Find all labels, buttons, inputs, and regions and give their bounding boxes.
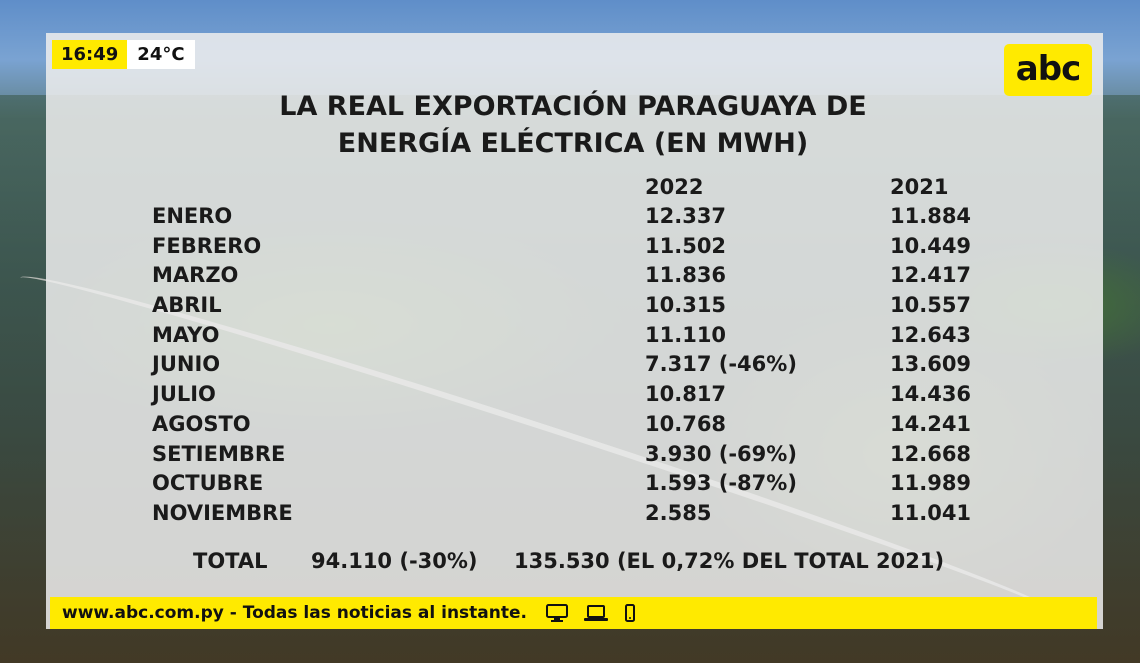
table-row: JULIO 10.817 14.436 xyxy=(0,380,1140,410)
month-label: JULIO xyxy=(152,382,216,407)
value-2022: 11.110 xyxy=(645,322,727,347)
temperature-readout: 24°C xyxy=(127,40,195,69)
value-2021: 12.668 xyxy=(890,441,972,466)
table-row: MARZO 11.836 12.417 xyxy=(0,261,1140,291)
column-header-2021: 2021 xyxy=(890,175,949,199)
month-label: ABRIL xyxy=(152,293,222,318)
table-row: OCTUBRE 1.593 (-87%) 11.989 xyxy=(0,469,1140,499)
value-2022: 1.593 (-87%) xyxy=(645,471,797,496)
content-overlay-panel xyxy=(46,33,1103,629)
total-2022: 94.110 (-30%) xyxy=(311,549,478,573)
monitor-icon xyxy=(545,603,569,623)
data-table: ENERO 12.337 11.884 FEBRERO 11.502 10.449 MARZ… xyxy=(0,202,1140,529)
month-label: OCTUBRE xyxy=(152,471,264,496)
chart-title-line-1: LA REAL EXPORTACIÓN PARAGUAYA DE xyxy=(279,91,867,122)
abc-logo: abc xyxy=(1004,44,1092,96)
value-2021: 14.436 xyxy=(890,382,972,407)
month-label: MAYO xyxy=(152,322,220,347)
value-2021: 12.643 xyxy=(890,322,972,347)
table-row: ABRIL 10.315 10.557 xyxy=(0,291,1140,321)
value-2021: 10.557 xyxy=(890,293,972,318)
value-2022: 2.585 xyxy=(645,500,712,525)
value-2021: 11.989 xyxy=(890,471,972,496)
value-2021: 14.241 xyxy=(890,411,972,436)
value-2022: 10.315 xyxy=(645,293,727,318)
table-row: AGOSTO 10.768 14.241 xyxy=(0,410,1140,440)
ticker-text: www.abc.com.py - Todas las noticias al i… xyxy=(62,603,527,623)
laptop-icon xyxy=(583,603,609,623)
phone-icon xyxy=(623,603,637,623)
news-ticker: www.abc.com.py - Todas las noticias al i… xyxy=(50,597,1097,629)
value-2021: 13.609 xyxy=(890,352,972,377)
clock-time: 16:49 xyxy=(52,40,128,69)
value-2022: 11.502 xyxy=(645,233,727,258)
table-row: NOVIEMBRE 2.585 11.041 xyxy=(0,499,1140,529)
status-bar: 16:49 24°C xyxy=(52,40,195,69)
month-label: FEBRERO xyxy=(152,233,262,258)
table-row: MAYO 11.110 12.643 xyxy=(0,321,1140,351)
value-2022: 12.337 xyxy=(645,204,727,228)
value-2021: 11.041 xyxy=(890,500,972,525)
value-2022: 11.836 xyxy=(645,263,727,288)
value-2022: 7.317 (-46%) xyxy=(645,352,797,377)
value-2021: 10.449 xyxy=(890,233,972,258)
month-label: JUNIO xyxy=(152,352,221,377)
table-row: FEBRERO 11.502 10.449 xyxy=(0,232,1140,262)
value-2021: 11.884 xyxy=(890,204,972,228)
value-2022: 3.930 (-69%) xyxy=(645,441,797,466)
month-label: NOVIEMBRE xyxy=(152,500,293,525)
table-row: JUNIO 7.317 (-46%) 13.609 xyxy=(0,350,1140,380)
month-label: ENERO xyxy=(152,204,233,228)
value-2021: 12.417 xyxy=(890,263,972,288)
month-label: AGOSTO xyxy=(152,411,251,436)
month-label: SETIEMBRE xyxy=(152,441,286,466)
month-label: MARZO xyxy=(152,263,239,288)
table-row: ENERO 12.337 11.884 xyxy=(0,202,1140,232)
total-label: TOTAL xyxy=(193,549,268,573)
column-header-2022: 2022 xyxy=(645,175,704,199)
table-row: SETIEMBRE 3.930 (-69%) 12.668 xyxy=(0,440,1140,470)
chart-title-line-2: ENERGÍA ELÉCTRICA (EN MWH) xyxy=(337,128,809,159)
total-2021: 135.530 (EL 0,72% DEL TOTAL 2021) xyxy=(514,549,945,573)
value-2022: 10.817 xyxy=(645,382,727,407)
value-2022: 10.768 xyxy=(645,411,727,436)
chart-title: LA REAL EXPORTACIÓN PARAGUAYA DE ENERGÍA… xyxy=(200,88,946,162)
